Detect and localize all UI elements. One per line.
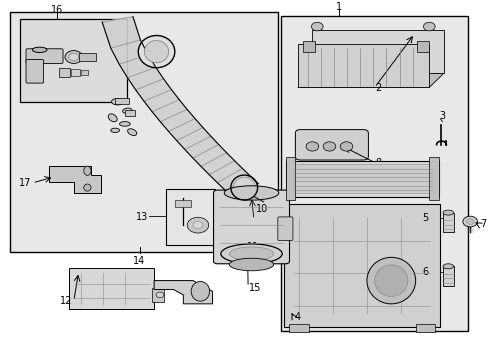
Text: 14: 14 bbox=[133, 256, 145, 266]
Bar bbox=[442, 266, 453, 286]
Text: 4: 4 bbox=[294, 312, 301, 323]
Text: 15: 15 bbox=[248, 283, 261, 293]
Circle shape bbox=[311, 22, 323, 31]
Bar bbox=[81, 69, 88, 75]
Circle shape bbox=[323, 142, 335, 151]
Text: 2: 2 bbox=[375, 83, 381, 93]
Polygon shape bbox=[49, 166, 101, 193]
Bar bbox=[285, 161, 438, 197]
Circle shape bbox=[156, 292, 163, 298]
Ellipse shape bbox=[83, 166, 91, 175]
Ellipse shape bbox=[119, 122, 130, 126]
Circle shape bbox=[69, 53, 79, 60]
Polygon shape bbox=[297, 45, 428, 87]
Ellipse shape bbox=[442, 210, 453, 215]
Bar bbox=[10, 12, 278, 252]
Bar bbox=[79, 53, 96, 60]
Ellipse shape bbox=[229, 247, 273, 261]
Ellipse shape bbox=[374, 265, 407, 296]
Circle shape bbox=[187, 217, 208, 233]
Text: 8: 8 bbox=[375, 158, 381, 168]
Text: 16: 16 bbox=[50, 5, 62, 15]
Bar bbox=[59, 68, 70, 77]
Bar bbox=[166, 189, 215, 245]
Ellipse shape bbox=[233, 177, 255, 198]
Text: 1: 1 bbox=[335, 2, 342, 12]
Text: 12: 12 bbox=[61, 296, 73, 306]
Bar bbox=[20, 19, 127, 102]
Bar bbox=[416, 41, 428, 51]
Ellipse shape bbox=[442, 264, 453, 269]
Ellipse shape bbox=[138, 36, 174, 68]
Text: 3: 3 bbox=[438, 111, 444, 121]
Bar bbox=[302, 41, 314, 51]
FancyBboxPatch shape bbox=[277, 217, 292, 240]
Ellipse shape bbox=[229, 258, 273, 271]
Ellipse shape bbox=[83, 184, 91, 191]
Bar bbox=[115, 98, 128, 104]
Bar bbox=[124, 109, 134, 116]
FancyBboxPatch shape bbox=[213, 190, 289, 264]
Bar bbox=[288, 324, 308, 333]
Text: 6: 6 bbox=[421, 267, 427, 276]
Polygon shape bbox=[154, 280, 212, 304]
Bar bbox=[71, 69, 80, 76]
Bar bbox=[442, 213, 453, 232]
Ellipse shape bbox=[127, 129, 137, 135]
FancyBboxPatch shape bbox=[26, 49, 63, 63]
Bar bbox=[284, 204, 439, 327]
Bar bbox=[415, 324, 434, 333]
Polygon shape bbox=[312, 30, 443, 73]
Ellipse shape bbox=[32, 47, 47, 53]
Ellipse shape bbox=[144, 41, 168, 63]
Circle shape bbox=[423, 22, 434, 31]
FancyBboxPatch shape bbox=[295, 130, 367, 160]
Bar bbox=[428, 157, 438, 200]
Ellipse shape bbox=[111, 99, 123, 105]
Text: 13: 13 bbox=[135, 212, 147, 222]
Text: 17: 17 bbox=[19, 178, 31, 188]
Bar bbox=[175, 200, 191, 207]
Bar bbox=[280, 16, 468, 331]
Ellipse shape bbox=[108, 114, 117, 122]
Circle shape bbox=[462, 216, 477, 227]
Text: 9: 9 bbox=[419, 183, 425, 193]
Polygon shape bbox=[297, 73, 443, 87]
Bar bbox=[151, 288, 163, 302]
Ellipse shape bbox=[221, 244, 282, 264]
FancyBboxPatch shape bbox=[26, 59, 43, 83]
Circle shape bbox=[193, 221, 203, 229]
Ellipse shape bbox=[224, 186, 278, 200]
Circle shape bbox=[466, 219, 473, 224]
Bar bbox=[285, 157, 295, 200]
Ellipse shape bbox=[122, 108, 132, 113]
Text: 7: 7 bbox=[479, 219, 486, 229]
Circle shape bbox=[65, 50, 82, 63]
Text: 10: 10 bbox=[256, 204, 268, 214]
Text: 5: 5 bbox=[421, 213, 427, 223]
Circle shape bbox=[340, 142, 352, 151]
Ellipse shape bbox=[111, 128, 119, 132]
Ellipse shape bbox=[191, 282, 209, 301]
Text: 11: 11 bbox=[246, 242, 258, 252]
Polygon shape bbox=[102, 17, 258, 198]
Bar bbox=[290, 164, 433, 193]
Ellipse shape bbox=[366, 257, 415, 304]
Bar bbox=[69, 268, 154, 309]
Circle shape bbox=[305, 142, 318, 151]
